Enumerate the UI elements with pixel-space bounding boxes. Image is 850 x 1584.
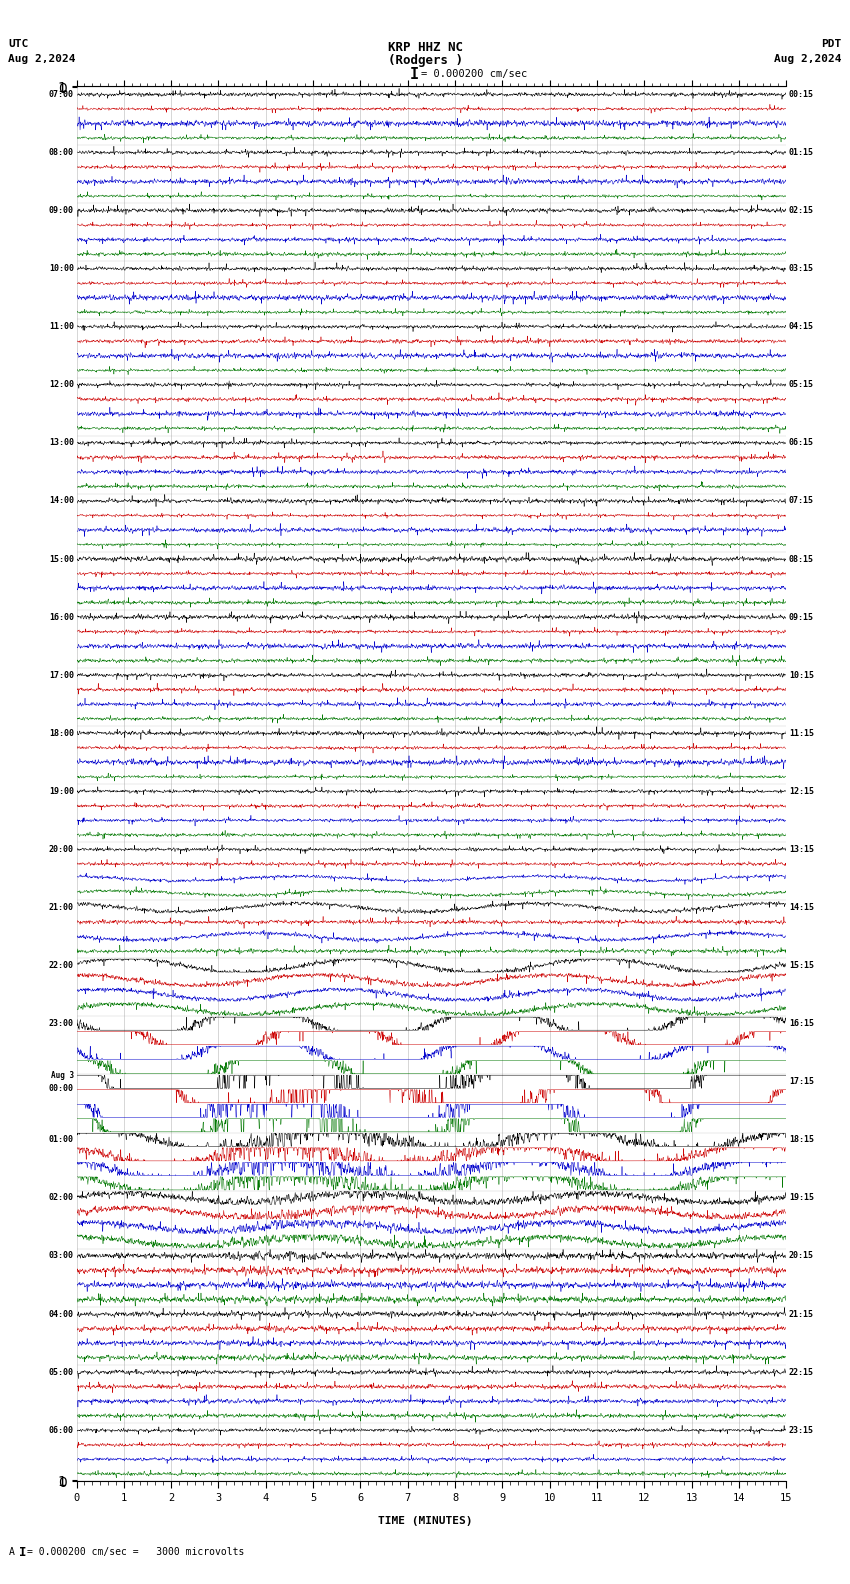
Text: 08:15: 08:15 xyxy=(789,554,813,564)
Text: 17:00: 17:00 xyxy=(49,670,74,680)
Text: 17:15: 17:15 xyxy=(789,1077,813,1087)
Text: A: A xyxy=(8,1548,14,1557)
Text: 19:00: 19:00 xyxy=(49,787,74,795)
Text: 09:00: 09:00 xyxy=(49,206,74,215)
Text: 06:15: 06:15 xyxy=(789,439,813,447)
Text: 18:00: 18:00 xyxy=(49,729,74,738)
Text: Aug 2,2024: Aug 2,2024 xyxy=(774,54,842,63)
Text: 07:15: 07:15 xyxy=(789,496,813,505)
Text: KRP HHZ NC: KRP HHZ NC xyxy=(388,41,462,54)
Text: PDT: PDT xyxy=(821,40,842,49)
Text: 20:15: 20:15 xyxy=(789,1251,813,1261)
Text: 22:00: 22:00 xyxy=(49,961,74,969)
Text: 13:15: 13:15 xyxy=(789,844,813,854)
Text: 07:00: 07:00 xyxy=(49,90,74,98)
Text: (Rodgers ): (Rodgers ) xyxy=(388,54,462,67)
Text: 04:15: 04:15 xyxy=(789,322,813,331)
Text: 03:15: 03:15 xyxy=(789,265,813,272)
Text: 01:00: 01:00 xyxy=(49,1136,74,1144)
Text: 04:00: 04:00 xyxy=(49,1310,74,1318)
Text: 16:00: 16:00 xyxy=(49,613,74,621)
Text: 00:00: 00:00 xyxy=(49,1083,74,1093)
Text: 01:15: 01:15 xyxy=(789,147,813,157)
Text: 06:00: 06:00 xyxy=(49,1426,74,1435)
Text: 03:00: 03:00 xyxy=(49,1251,74,1261)
Text: Aug 3: Aug 3 xyxy=(51,1071,74,1080)
Text: TIME (MINUTES): TIME (MINUTES) xyxy=(377,1516,473,1525)
Text: Aug 2,2024: Aug 2,2024 xyxy=(8,54,76,63)
Text: 10:15: 10:15 xyxy=(789,670,813,680)
Text: 21:15: 21:15 xyxy=(789,1310,813,1318)
Text: 15:15: 15:15 xyxy=(789,961,813,969)
Text: 18:15: 18:15 xyxy=(789,1136,813,1144)
Text: 08:00: 08:00 xyxy=(49,147,74,157)
Text: 22:15: 22:15 xyxy=(789,1367,813,1376)
Text: 15:00: 15:00 xyxy=(49,554,74,564)
Text: 11:15: 11:15 xyxy=(789,729,813,738)
Text: 21:00: 21:00 xyxy=(49,903,74,912)
Text: I: I xyxy=(410,67,418,82)
Text: 00:15: 00:15 xyxy=(789,90,813,98)
Text: I: I xyxy=(19,1546,26,1559)
Text: 16:15: 16:15 xyxy=(789,1019,813,1028)
Text: 05:15: 05:15 xyxy=(789,380,813,390)
Text: = 0.000200 cm/sec =   3000 microvolts: = 0.000200 cm/sec = 3000 microvolts xyxy=(27,1548,245,1557)
Text: 12:00: 12:00 xyxy=(49,380,74,390)
Text: 19:15: 19:15 xyxy=(789,1193,813,1202)
Text: 14:00: 14:00 xyxy=(49,496,74,505)
Text: 13:00: 13:00 xyxy=(49,439,74,447)
Text: 11:00: 11:00 xyxy=(49,322,74,331)
Text: 09:15: 09:15 xyxy=(789,613,813,621)
Text: 23:00: 23:00 xyxy=(49,1019,74,1028)
Text: UTC: UTC xyxy=(8,40,29,49)
Text: 14:15: 14:15 xyxy=(789,903,813,912)
Text: 23:15: 23:15 xyxy=(789,1426,813,1435)
Text: 10:00: 10:00 xyxy=(49,265,74,272)
Text: 05:00: 05:00 xyxy=(49,1367,74,1376)
Text: 12:15: 12:15 xyxy=(789,787,813,795)
Text: = 0.000200 cm/sec: = 0.000200 cm/sec xyxy=(421,70,527,79)
Text: 20:00: 20:00 xyxy=(49,844,74,854)
Text: 02:00: 02:00 xyxy=(49,1193,74,1202)
Text: 02:15: 02:15 xyxy=(789,206,813,215)
